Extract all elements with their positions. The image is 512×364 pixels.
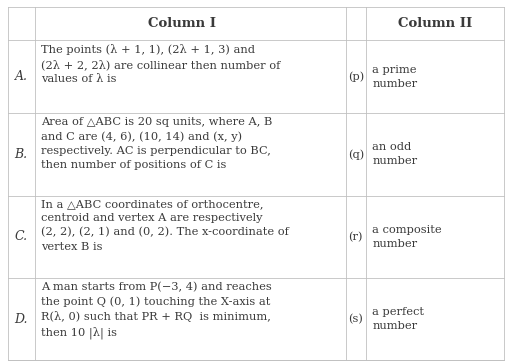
Text: A man starts from P(−3, 4) and reaches
the point Q (0, 1) touching the X-axis at: A man starts from P(−3, 4) and reaches t…	[41, 282, 272, 339]
Text: a composite
number: a composite number	[372, 225, 442, 249]
Text: Area of △ABC is 20 sq units, where A, B
and C are (4, 6), (10, 14) and (x, y)
re: Area of △ABC is 20 sq units, where A, B …	[41, 117, 272, 170]
Text: (s): (s)	[348, 314, 364, 324]
Text: an odd
number: an odd number	[372, 142, 417, 166]
Text: In a △ABC coordinates of orthocentre,
centroid and vertex A are respectively
(2,: In a △ABC coordinates of orthocentre, ce…	[41, 199, 289, 252]
Text: The points (λ + 1, 1), (2λ + 1, 3) and
(2λ + 2, 2λ) are collinear then number of: The points (λ + 1, 1), (2λ + 1, 3) and (…	[41, 44, 281, 84]
Text: D.: D.	[14, 313, 28, 326]
Text: C.: C.	[15, 230, 28, 243]
Text: (p): (p)	[348, 71, 364, 82]
Text: (r): (r)	[349, 232, 363, 242]
Text: B.: B.	[15, 148, 28, 161]
Text: A.: A.	[15, 70, 28, 83]
Text: Column I: Column I	[148, 17, 216, 30]
Text: a prime
number: a prime number	[372, 64, 417, 88]
Text: Column II: Column II	[398, 17, 473, 30]
Text: a perfect
number: a perfect number	[372, 307, 424, 331]
Text: (q): (q)	[348, 149, 364, 159]
